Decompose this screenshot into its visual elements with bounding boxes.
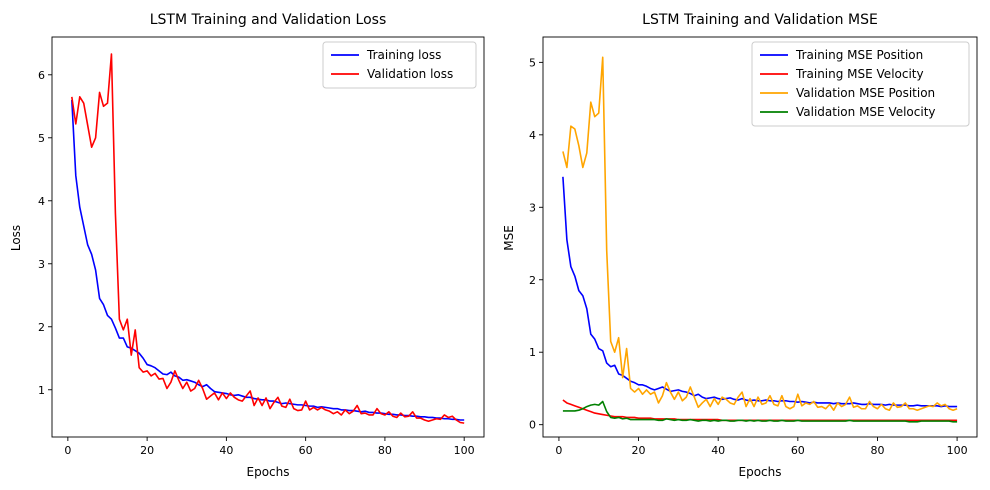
mse-chart: LSTM Training and Validation MSE 0 20 40 60… [502,12,978,479]
y-axis-label: Loss [9,225,23,251]
chart-title: LSTM Training and Validation Loss [150,12,387,28]
y-tick-label: 3 [529,201,536,214]
legend-box [751,41,970,127]
legend-label: Training MSE Position [795,48,923,62]
x-tick-label: 60 [791,444,805,457]
x-axis-label: Epochs [739,465,782,479]
y-tick-label: 5 [38,132,45,145]
x-tick-label: 40 [219,444,233,457]
x-tick-label: 0 [64,444,71,457]
x-tick-label: 100 [454,444,475,457]
x-tick-label: 80 [870,444,884,457]
x-axis-label: Epochs [247,465,290,479]
x-tick-label: 80 [378,444,392,457]
legend: Training MSE Position Training MSE Veloci… [751,41,970,127]
y-tick-label: 4 [38,195,45,208]
legend-label: Training loss [366,48,441,62]
legend-label: Validation loss [367,67,453,81]
axes-frame [51,36,485,438]
y-axis-label: MSE [502,225,516,251]
y-tick-label: 4 [529,129,536,142]
y-tick-label: 3 [38,258,45,271]
series-line-3 [562,400,958,423]
x-tick-label: 20 [140,444,154,457]
y-tick-label: 6 [38,69,45,82]
x-tick-label: 40 [711,444,725,457]
legend-label: Validation MSE Position [796,86,935,100]
x-tick-label: 60 [299,444,313,457]
legend: Training loss Validation loss [322,41,477,89]
y-tick-label: 1 [38,384,45,397]
legend-label: Validation MSE Velocity [796,105,936,119]
x-tick-label: 100 [947,444,968,457]
axes-frame [542,36,978,438]
y-tick-label: 2 [529,274,536,287]
legend-label: Training MSE Velocity [795,67,924,81]
series-line-1 [71,53,465,424]
series-line-2 [562,56,958,411]
plot-area: 0 20 40 60 80 100 1 2 3 4 5 6 Training loss Validatio… [38,36,485,457]
y-tick-label: 1 [529,346,536,359]
y-tick-label: 5 [529,56,536,69]
y-tick-label: 0 [529,419,536,432]
x-tick-label: 20 [632,444,646,457]
x-tick-label: 0 [555,444,562,457]
chart-title: LSTM Training and Validation MSE [642,12,878,28]
y-tick-label: 2 [38,321,45,334]
loss-chart: LSTM Training and Validation Loss 0 20 40 6… [9,12,485,479]
legend-box [322,41,477,89]
